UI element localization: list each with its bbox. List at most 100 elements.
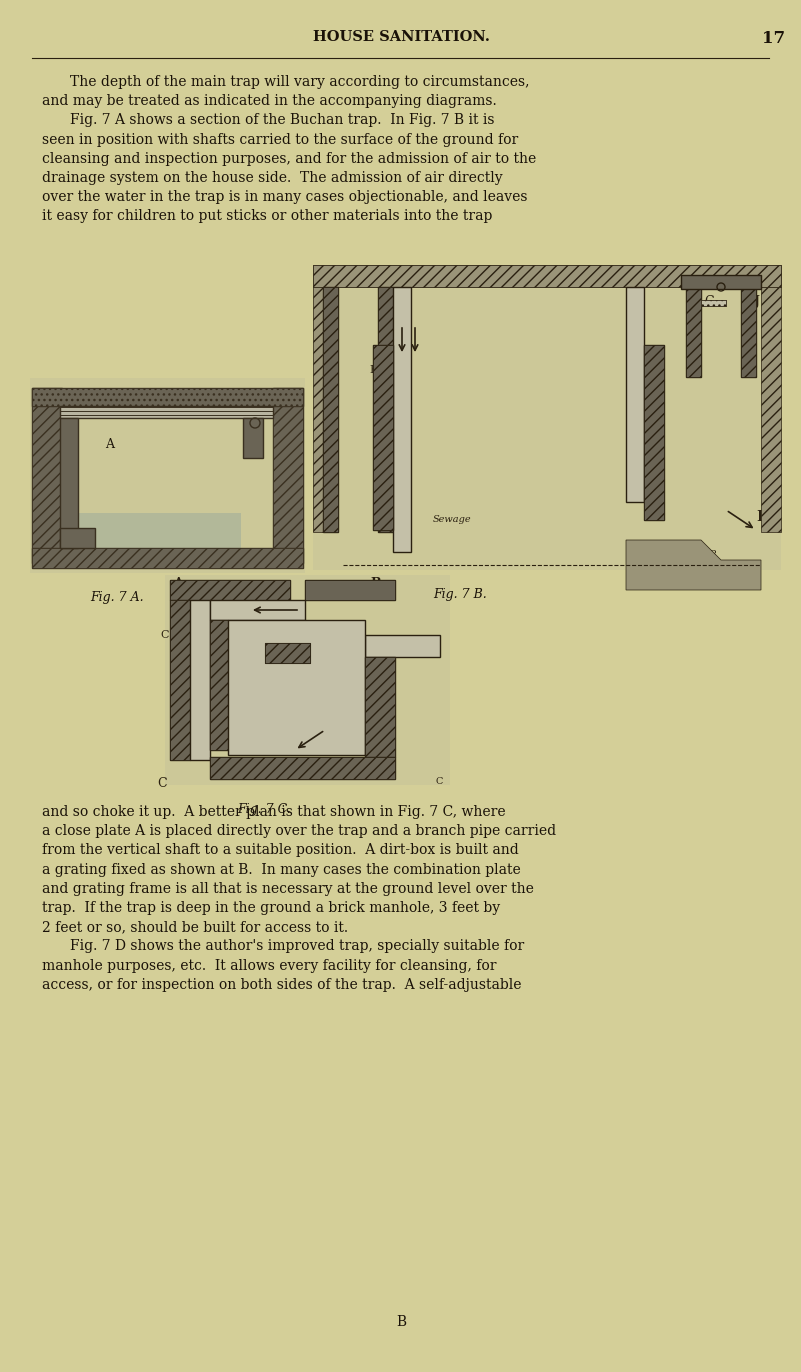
Text: Fig. 7 B.: Fig. 7 B.: [433, 589, 487, 601]
Text: C: C: [160, 630, 168, 639]
Bar: [170, 580, 290, 600]
Text: K: K: [369, 365, 377, 375]
Bar: [243, 418, 263, 458]
Bar: [365, 657, 395, 757]
Bar: [761, 287, 781, 532]
Bar: [265, 643, 310, 663]
Text: D: D: [211, 630, 220, 639]
Text: TO SEWER: TO SEWER: [275, 767, 340, 777]
Bar: [78, 513, 241, 547]
Text: trap.  If the trap is deep in the ground a brick manhole, 3 feet by: trap. If the trap is deep in the ground …: [42, 901, 500, 915]
Bar: [701, 300, 726, 306]
Text: C: C: [62, 556, 70, 564]
Text: A: A: [105, 438, 114, 451]
Text: H: H: [646, 440, 654, 449]
Text: C: C: [157, 777, 167, 790]
Text: 2 feet or so, should be built for access to it.: 2 feet or so, should be built for access…: [42, 921, 348, 934]
Text: drainage system on the house side.  The admission of air directly: drainage system on the house side. The a…: [42, 172, 502, 185]
Bar: [265, 643, 310, 663]
Bar: [170, 600, 190, 760]
Bar: [60, 406, 273, 418]
Bar: [686, 287, 701, 377]
Bar: [305, 580, 395, 600]
Bar: [273, 388, 303, 563]
Bar: [60, 528, 95, 547]
Text: B: B: [35, 458, 44, 471]
Text: Fig. 7 D shows the author's improved trap, specially suitable for: Fig. 7 D shows the author's improved tra…: [70, 940, 524, 954]
Bar: [313, 287, 323, 532]
Text: B: B: [370, 578, 380, 590]
Polygon shape: [626, 541, 761, 590]
Text: E: E: [280, 639, 288, 650]
Bar: [170, 600, 190, 760]
Text: over the water in the trap is in many cases objectionable, and leaves: over the water in the trap is in many ca…: [42, 191, 528, 204]
Bar: [373, 344, 393, 530]
Bar: [365, 657, 395, 757]
Bar: [30, 379, 305, 573]
Bar: [686, 287, 701, 377]
Text: Fig. 7 A.: Fig. 7 A.: [90, 591, 143, 604]
Bar: [741, 287, 756, 377]
Text: D: D: [628, 370, 638, 383]
Text: a close plate A is placed directly over the trap and a branch pipe carried: a close plate A is placed directly over …: [42, 825, 556, 838]
Bar: [365, 635, 440, 657]
Bar: [273, 388, 303, 563]
Text: and grating frame is all that is necessary at the ground level over the: and grating frame is all that is necessa…: [42, 882, 534, 896]
Text: AIR: AIR: [265, 613, 284, 622]
Bar: [32, 388, 62, 563]
Text: B: B: [396, 1314, 406, 1329]
Bar: [378, 287, 393, 532]
Bar: [313, 265, 781, 569]
Text: access, or for inspection on both sides of the trap.  A self-adjustable: access, or for inspection on both sides …: [42, 978, 521, 992]
Bar: [701, 300, 726, 306]
Text: Fig. 7 C.: Fig. 7 C.: [237, 803, 291, 816]
Bar: [210, 620, 228, 750]
Bar: [228, 620, 365, 755]
Text: HOUSE SANITATION.: HOUSE SANITATION.: [312, 30, 489, 44]
Text: and so choke it up.  A better plan is that shown in Fig. 7 C, where: and so choke it up. A better plan is tha…: [42, 805, 505, 819]
Text: a grating fixed as shown at B.  In many cases the combination plate: a grating fixed as shown at B. In many c…: [42, 863, 521, 877]
Text: and may be treated as indicated in the accompanying diagrams.: and may be treated as indicated in the a…: [42, 95, 497, 108]
Text: TO SEWER: TO SEWER: [661, 550, 717, 558]
Text: A: A: [328, 514, 337, 528]
Text: J: J: [754, 295, 759, 307]
Bar: [32, 388, 303, 406]
Text: C: C: [435, 777, 442, 786]
Bar: [393, 287, 411, 552]
Text: E: E: [250, 438, 260, 451]
Text: seen in position with shafts carried to the surface of the ground for: seen in position with shafts carried to …: [42, 133, 518, 147]
Bar: [644, 344, 664, 520]
Bar: [32, 547, 303, 568]
Bar: [32, 388, 62, 563]
Text: manhole purposes, etc.  It allows every facility for cleansing, for: manhole purposes, etc. It allows every f…: [42, 959, 497, 973]
Bar: [323, 287, 338, 532]
Text: D: D: [277, 438, 287, 451]
Bar: [323, 287, 338, 532]
Text: from the vertical shaft to a suitable position.  A dirt-box is built and: from the vertical shaft to a suitable po…: [42, 844, 519, 858]
Text: A: A: [173, 578, 183, 590]
Bar: [210, 757, 395, 779]
Bar: [190, 600, 210, 760]
Text: FRESH AIR: FRESH AIR: [387, 438, 396, 491]
Bar: [681, 274, 761, 289]
Bar: [210, 620, 228, 750]
Bar: [210, 757, 395, 779]
Bar: [741, 287, 756, 377]
Text: B: B: [756, 510, 767, 524]
Text: J: J: [321, 295, 326, 307]
Bar: [644, 344, 664, 520]
Bar: [313, 265, 781, 287]
Text: G: G: [704, 295, 714, 307]
Bar: [305, 580, 395, 600]
Text: F: F: [430, 639, 438, 650]
Bar: [78, 418, 241, 547]
Bar: [313, 265, 781, 287]
Text: Sewage: Sewage: [433, 514, 472, 524]
Bar: [378, 287, 393, 532]
Text: it easy for children to put sticks or other materials into the trap: it easy for children to put sticks or ot…: [42, 210, 493, 224]
Text: C: C: [395, 370, 405, 383]
Bar: [170, 580, 290, 600]
Text: The depth of the main trap will vary according to circumstances,: The depth of the main trap will vary acc…: [70, 75, 529, 89]
Text: Fig. 7 A shows a section of the Buchan trap.  In Fig. 7 B it is: Fig. 7 A shows a section of the Buchan t…: [70, 114, 494, 128]
Bar: [165, 575, 450, 785]
